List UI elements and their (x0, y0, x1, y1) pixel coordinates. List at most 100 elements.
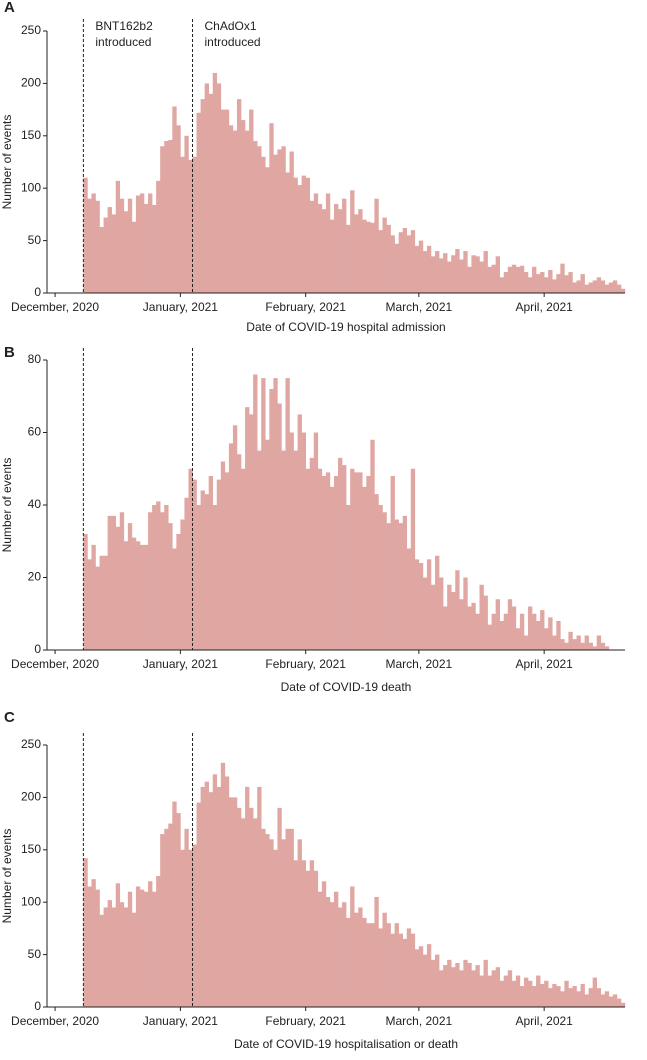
bar (95, 889, 100, 1007)
bar (471, 255, 476, 293)
bar (556, 621, 561, 650)
bar (172, 548, 177, 650)
bar (519, 986, 525, 1007)
bar (91, 879, 96, 1007)
bar (435, 251, 440, 293)
bar (273, 378, 278, 650)
bar (277, 149, 282, 293)
bar (107, 515, 112, 650)
bar (487, 975, 492, 1007)
bar (422, 954, 428, 1007)
bar (192, 156, 197, 293)
bar (447, 261, 452, 293)
bar (362, 917, 367, 1007)
bar (422, 251, 428, 293)
bar (313, 870, 319, 1007)
bar (527, 980, 533, 1007)
bar (216, 83, 222, 294)
y-tick-label: 20 (28, 570, 42, 584)
bar (564, 642, 569, 650)
bar (580, 274, 585, 293)
bar (495, 967, 500, 1007)
bar (515, 628, 521, 650)
bar (301, 175, 306, 293)
bar (475, 256, 480, 293)
panel-label: B (4, 344, 15, 361)
bar (160, 834, 165, 1007)
bar (358, 209, 363, 293)
bar (503, 613, 509, 650)
bar (568, 631, 573, 650)
bar (188, 159, 193, 293)
bar (346, 917, 351, 1007)
bar (317, 468, 323, 650)
bar (228, 443, 234, 650)
bar (103, 555, 108, 650)
bar (232, 425, 238, 650)
bar (131, 537, 137, 650)
bar (301, 860, 306, 1007)
bar (245, 130, 250, 293)
bar (544, 628, 549, 650)
bar (200, 786, 205, 1007)
y-tick-label: 250 (21, 737, 41, 751)
x-tick-label: March, 2021 (386, 1014, 453, 1028)
bar (616, 284, 622, 293)
bar (321, 881, 327, 1007)
bar (568, 988, 573, 1007)
bar (216, 479, 222, 650)
bar (568, 272, 573, 293)
bar (325, 472, 331, 650)
bar (265, 834, 270, 1007)
bar (350, 190, 355, 293)
bar (451, 592, 456, 650)
bar (354, 214, 359, 293)
bar (443, 253, 448, 293)
bar (467, 606, 472, 650)
bar (443, 965, 448, 1007)
bar (374, 494, 379, 650)
bar (245, 786, 250, 1007)
bar (398, 232, 403, 293)
bar (430, 959, 436, 1007)
bar (552, 635, 557, 650)
bar (435, 954, 440, 1007)
bar (127, 198, 133, 293)
bar (95, 200, 100, 293)
bar (236, 454, 242, 650)
bar (111, 515, 117, 650)
bar (487, 624, 492, 650)
bar (548, 988, 553, 1007)
bar (224, 109, 230, 293)
bar (168, 523, 173, 650)
y-tick-label: 100 (21, 180, 41, 194)
bar (277, 807, 282, 1007)
bar (91, 193, 96, 293)
bar (354, 472, 359, 650)
bar (281, 450, 286, 650)
bar (220, 762, 226, 1007)
bar (139, 889, 145, 1007)
bar (588, 642, 593, 650)
bar (346, 224, 351, 293)
y-axis-label: Number of events (0, 115, 14, 210)
bar (515, 975, 521, 1007)
bar (212, 505, 218, 650)
bar (321, 209, 327, 293)
bar (426, 944, 432, 1007)
bar (600, 994, 606, 1007)
bar (358, 907, 363, 1007)
bar (556, 274, 561, 293)
bar (495, 599, 500, 650)
x-tick-label: January, 2021 (143, 1014, 218, 1028)
bar (366, 221, 371, 293)
bar (164, 505, 169, 650)
bar (212, 72, 218, 293)
bar (394, 243, 399, 293)
bar (435, 555, 440, 650)
bar (358, 472, 363, 650)
bar (309, 860, 315, 1007)
bar (572, 282, 577, 293)
bar (507, 266, 513, 293)
